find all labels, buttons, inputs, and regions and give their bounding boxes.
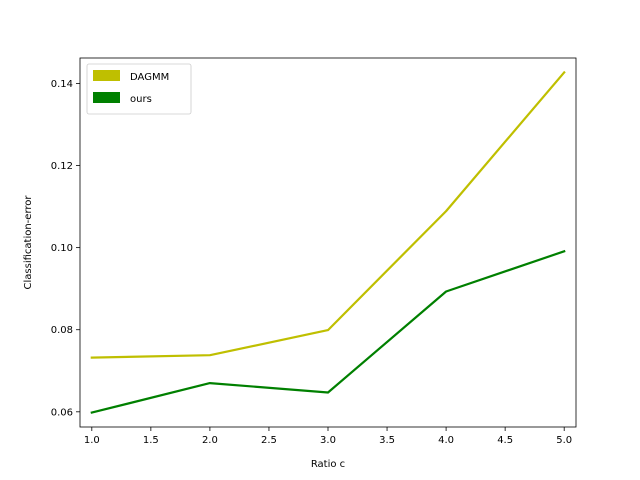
x-tick-label: 3.5 [379, 435, 395, 446]
y-axis-label: Classification-error [23, 195, 34, 290]
legend: DAGMM ours [86, 63, 192, 115]
y-tick-label: 0.14 [51, 79, 73, 90]
x-tick-label: 3.0 [320, 435, 336, 446]
y-axis-ticks: 0.06 0.08 0.10 0.12 0.14 [51, 79, 80, 418]
x-tick-label: 5.0 [556, 435, 572, 446]
x-tick-label: 1.5 [143, 435, 159, 446]
legend-label: DAGMM [130, 72, 169, 83]
legend-label: ours [130, 94, 152, 105]
x-tick-label: 1.0 [84, 435, 100, 446]
x-axis-label: Ratio c [311, 459, 345, 470]
series-layer [90, 70, 566, 414]
y-tick-label: 0.10 [51, 243, 73, 254]
series-line-dagmm [90, 70, 566, 359]
legend-swatch [93, 70, 120, 81]
y-tick-label: 0.06 [51, 407, 73, 418]
x-axis-ticks: 1.0 1.5 2.0 2.5 3.0 3.5 4.0 4.5 5.0 [84, 427, 572, 446]
x-tick-label: 4.0 [438, 435, 454, 446]
y-tick-label: 0.12 [51, 161, 73, 172]
plot-area-frame [79, 57, 577, 428]
x-tick-label: 4.5 [497, 435, 513, 446]
legend-swatch [93, 92, 120, 103]
series-line-ours [90, 249, 566, 414]
y-tick-label: 0.08 [51, 325, 73, 336]
x-tick-label: 2.0 [202, 435, 218, 446]
x-tick-label: 2.5 [261, 435, 277, 446]
